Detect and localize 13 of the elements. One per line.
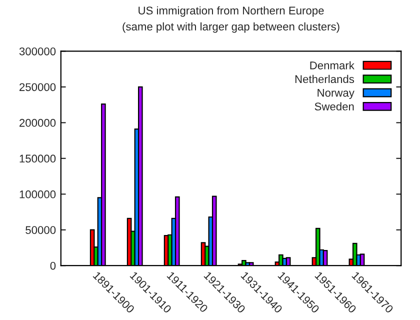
y-tick-label: 50000 xyxy=(26,226,56,234)
y-tick-label: 250000 xyxy=(20,83,56,92)
y-tick-label: 300000 xyxy=(19,47,56,56)
legend-label: Denmark xyxy=(310,61,354,70)
chart-subtitle: (same plot with larger gap between clusters) xyxy=(122,22,340,33)
chart-title: US immigration from Northern Europe xyxy=(138,6,324,17)
y-tick-label: 100000 xyxy=(20,190,56,198)
legend-label: Norway xyxy=(318,88,354,99)
y-tick-label: 150000 xyxy=(20,154,56,163)
legend-label: Sweden xyxy=(314,102,354,110)
y-tick-label: 0 xyxy=(50,262,56,270)
y-tick-label: 200000 xyxy=(20,118,56,127)
legend-label: Netherlands xyxy=(295,74,354,84)
